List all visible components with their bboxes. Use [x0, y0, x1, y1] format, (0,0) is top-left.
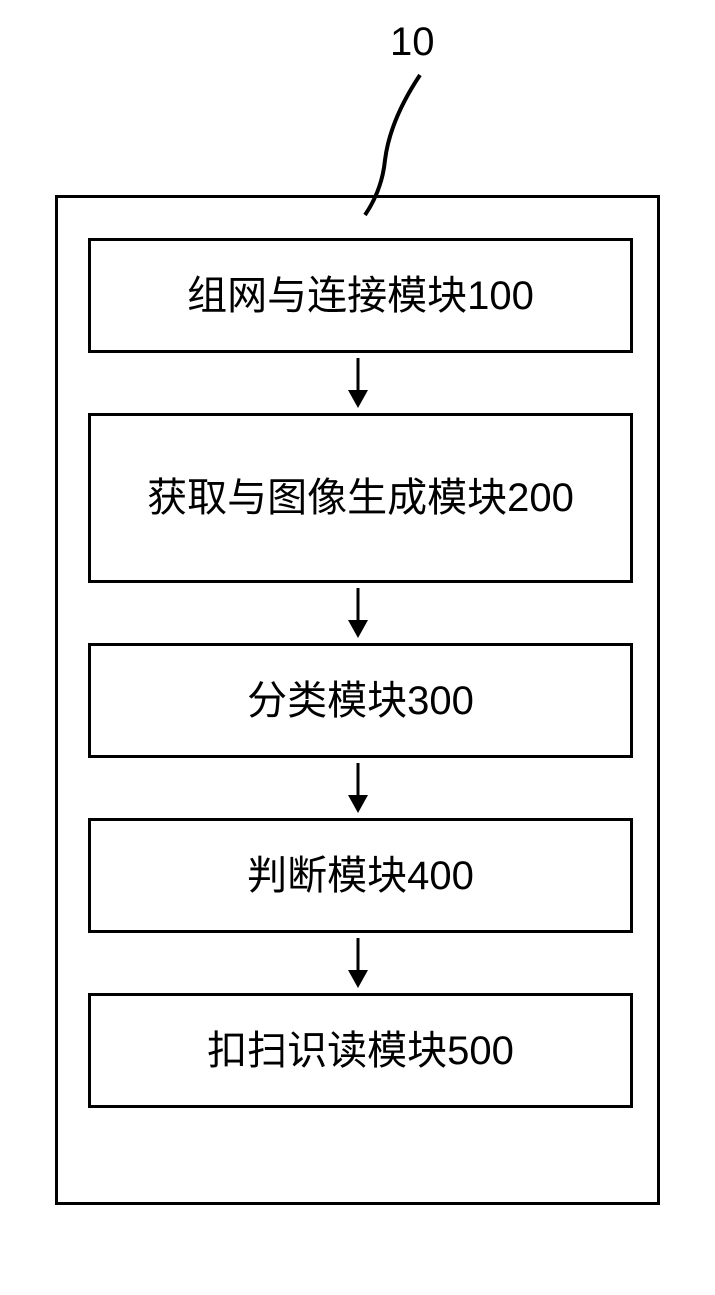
system-container: 组网与连接模块100 获取与图像生成模块200 分类模块300 判断模块400 [55, 195, 660, 1205]
arrow-down-icon [343, 588, 373, 638]
module-scan-recognition: 扣扫识读模块500 [88, 993, 633, 1108]
arrow-3 [88, 758, 627, 818]
module-classification-label: 分类模块300 [247, 673, 474, 729]
arrow-down-icon [343, 938, 373, 988]
module-networking: 组网与连接模块100 [88, 238, 633, 353]
system-label: 10 [390, 20, 435, 65]
module-classification: 分类模块300 [88, 643, 633, 758]
arrow-2 [88, 583, 627, 643]
arrow-1 [88, 353, 627, 413]
arrow-down-icon [343, 763, 373, 813]
module-acquisition-label: 获取与图像生成模块200 [147, 470, 574, 526]
module-scan-recognition-label: 扣扫识读模块500 [207, 1023, 514, 1079]
module-judgment-label: 判断模块400 [247, 848, 474, 904]
module-acquisition: 获取与图像生成模块200 [88, 413, 633, 583]
arrow-down-icon [343, 358, 373, 408]
module-judgment: 判断模块400 [88, 818, 633, 933]
arrow-4 [88, 933, 627, 993]
module-networking-label: 组网与连接模块100 [187, 268, 534, 324]
